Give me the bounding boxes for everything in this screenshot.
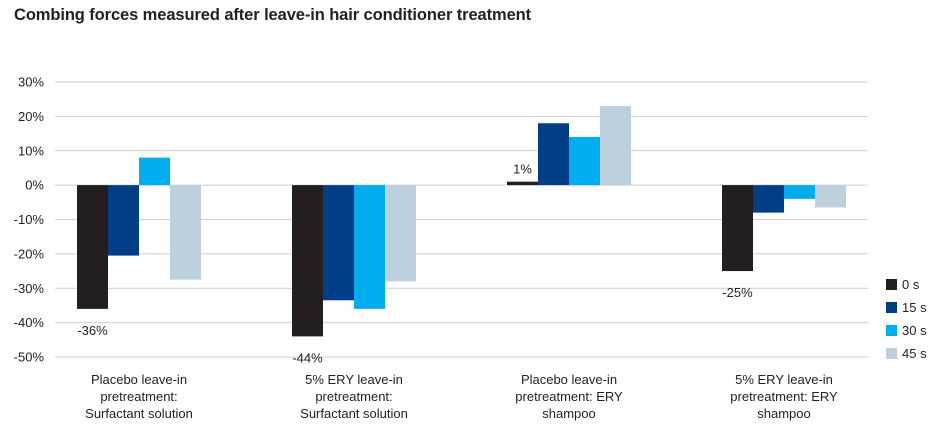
y-tick-label: 0% — [25, 178, 44, 193]
legend-label: 15 s — [902, 300, 927, 315]
bar — [569, 137, 600, 186]
category-labels: Placebo leave-in pretreatment: Surfactant … — [85, 372, 838, 421]
y-tick-label: 20% — [18, 109, 44, 124]
bar — [77, 185, 108, 309]
y-tick-label: 10% — [18, 143, 44, 158]
y-tick-label: -50% — [14, 350, 45, 365]
y-tick-label: -40% — [14, 315, 45, 330]
data-label: 1% — [513, 162, 532, 177]
y-tick-label: -30% — [14, 281, 45, 296]
data-label: -44% — [292, 350, 323, 365]
category-label: 5% ERY leave-in pretreatment: Surfactant s… — [300, 372, 408, 421]
legend-label: 45 s — [902, 346, 927, 361]
y-axis-ticks: 30% 20% 10% 0% -10% -20% -30% -40% -50% — [14, 75, 45, 365]
legend-label: 30 s — [902, 323, 927, 338]
legend-swatch — [886, 325, 897, 336]
data-label: -36% — [77, 323, 108, 338]
legend-swatch — [886, 348, 897, 359]
bar — [292, 185, 323, 337]
legend-swatch — [886, 302, 897, 313]
data-labels: -36% -44% 1% -25% — [77, 162, 753, 366]
category-label: Placebo leave-in pretreatment: ERY shampoo — [515, 372, 623, 421]
y-tick-label: 30% — [18, 75, 44, 90]
bar — [538, 123, 569, 186]
legend: 0 s 15 s 30 s 45 s — [886, 277, 927, 361]
bar — [139, 157, 170, 186]
bar — [354, 185, 385, 309]
category-label: Placebo leave-in pretreatment: Surfactant … — [85, 372, 193, 421]
bar — [815, 185, 846, 208]
bars — [77, 106, 846, 337]
category-label: 5% ERY leave-in pretreatment: ERY shampoo — [730, 372, 838, 421]
legend-label: 0 s — [902, 277, 920, 292]
y-tick-label: -20% — [14, 246, 45, 261]
bar — [170, 185, 201, 280]
bar — [753, 185, 784, 213]
bar — [600, 106, 631, 186]
bar — [385, 185, 416, 282]
legend-swatch — [886, 279, 897, 290]
bar — [108, 185, 139, 256]
data-label: -25% — [722, 285, 753, 300]
bar — [507, 181, 538, 186]
bar — [323, 185, 354, 301]
bar — [784, 185, 815, 199]
chart-title: Combing forces measured after leave-in h… — [14, 6, 532, 24]
y-tick-label: -10% — [14, 212, 45, 227]
bar — [722, 185, 753, 272]
